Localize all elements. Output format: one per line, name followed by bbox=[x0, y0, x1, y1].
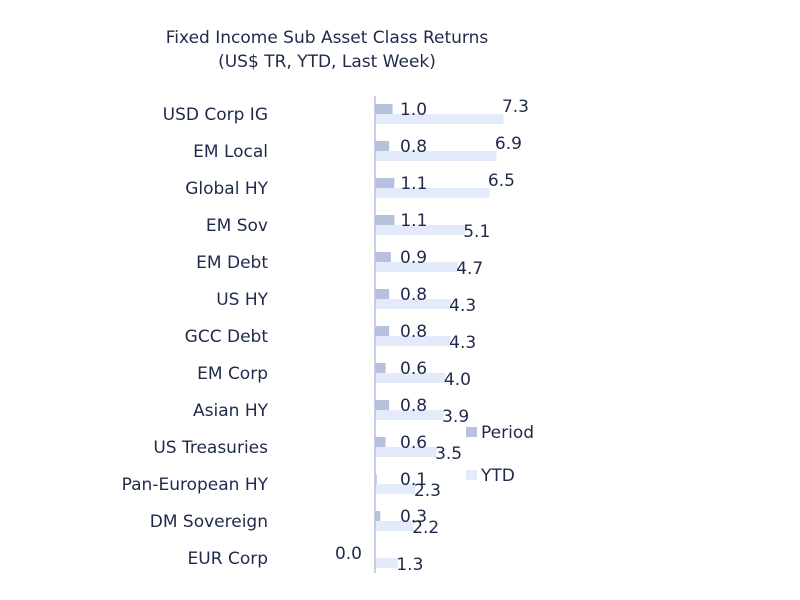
category-label: EM Sov bbox=[206, 216, 268, 236]
period-data-label: 0.9 bbox=[400, 248, 427, 268]
ytd-data-label: 7.3 bbox=[502, 97, 529, 117]
legend-swatch bbox=[466, 427, 477, 437]
labels-group: USD Corp IG 1.0 7.3 EM Local 0.8 6.9 Global HY… bbox=[122, 97, 529, 575]
ytd-data-label: 2.3 bbox=[414, 481, 441, 501]
ytd-bar bbox=[375, 114, 504, 124]
period-bar bbox=[375, 326, 390, 336]
category-label: USD Corp IG bbox=[163, 105, 268, 125]
ytd-data-label: 4.3 bbox=[449, 296, 476, 316]
period-bar bbox=[375, 437, 386, 447]
period-bar bbox=[375, 511, 381, 521]
period-bar bbox=[375, 178, 395, 188]
period-bar bbox=[375, 252, 391, 262]
period-data-label: 1.0 bbox=[400, 100, 427, 120]
ytd-data-label: 3.5 bbox=[435, 444, 462, 464]
category-label: GCC Debt bbox=[185, 327, 269, 347]
ytd-bar bbox=[375, 151, 497, 161]
ytd-bar bbox=[375, 188, 490, 198]
category-label: Global HY bbox=[185, 179, 268, 199]
category-label: EUR Corp bbox=[188, 549, 268, 569]
category-label: EM Debt bbox=[196, 253, 268, 273]
period-bar bbox=[375, 400, 390, 410]
period-data-label: 0.6 bbox=[400, 359, 427, 379]
period-data-label: 0.6 bbox=[400, 433, 427, 453]
ytd-bar bbox=[375, 336, 451, 346]
ytd-data-label: 5.1 bbox=[463, 222, 490, 242]
ytd-data-label: 1.3 bbox=[396, 555, 423, 575]
ytd-data-label: 6.9 bbox=[495, 134, 522, 154]
period-data-label: 1.1 bbox=[400, 174, 427, 194]
period-bar bbox=[375, 474, 377, 484]
period-data-label: 0.3 bbox=[400, 507, 427, 527]
category-label: US Treasuries bbox=[153, 438, 268, 458]
legend-swatch bbox=[466, 470, 477, 480]
ytd-bar bbox=[375, 262, 458, 272]
ytd-bar bbox=[375, 373, 446, 383]
legend-label: YTD bbox=[480, 466, 515, 486]
period-data-label: 0.8 bbox=[400, 285, 427, 305]
ytd-bar bbox=[375, 447, 437, 457]
period-data-label: 1.1 bbox=[400, 211, 427, 231]
period-bar bbox=[375, 363, 386, 373]
ytd-bar bbox=[375, 410, 444, 420]
ytd-bar bbox=[375, 299, 451, 309]
period-bar bbox=[375, 104, 393, 114]
period-bar bbox=[375, 141, 390, 151]
ytd-data-label: 4.7 bbox=[456, 259, 483, 279]
legend-label: Period bbox=[481, 423, 534, 443]
category-label: Pan-European HY bbox=[122, 475, 269, 495]
ytd-bar bbox=[375, 225, 465, 235]
category-label: EM Corp bbox=[197, 364, 268, 384]
category-label: DM Sovereign bbox=[150, 512, 268, 532]
period-data-label: 0.8 bbox=[400, 396, 427, 416]
category-label: EM Local bbox=[193, 142, 268, 162]
ytd-data-label: 3.9 bbox=[442, 407, 469, 427]
period-data-label: 0.8 bbox=[400, 322, 427, 342]
period-data-label: 0.1 bbox=[400, 470, 427, 490]
ytd-data-label: 4.3 bbox=[449, 333, 476, 353]
period-bar bbox=[375, 215, 395, 225]
period-data-label: 0.0 bbox=[335, 544, 362, 564]
bars-group bbox=[375, 104, 504, 568]
chart-title: Fixed Income Sub Asset Class Returns bbox=[166, 28, 489, 48]
category-label: Asian HY bbox=[193, 401, 269, 421]
period-bar bbox=[375, 289, 390, 299]
ytd-bar bbox=[375, 521, 414, 531]
ytd-bar bbox=[375, 484, 416, 494]
ytd-data-label: 6.5 bbox=[488, 171, 515, 191]
ytd-data-label: 2.2 bbox=[412, 518, 439, 538]
ytd-bar bbox=[375, 558, 398, 568]
chart-subtitle: (US$ TR, YTD, Last Week) bbox=[218, 52, 436, 72]
category-label: US HY bbox=[216, 290, 268, 310]
ytd-data-label: 4.0 bbox=[444, 370, 471, 390]
period-data-label: 0.8 bbox=[400, 137, 427, 157]
legend: Period YTD bbox=[466, 423, 534, 486]
